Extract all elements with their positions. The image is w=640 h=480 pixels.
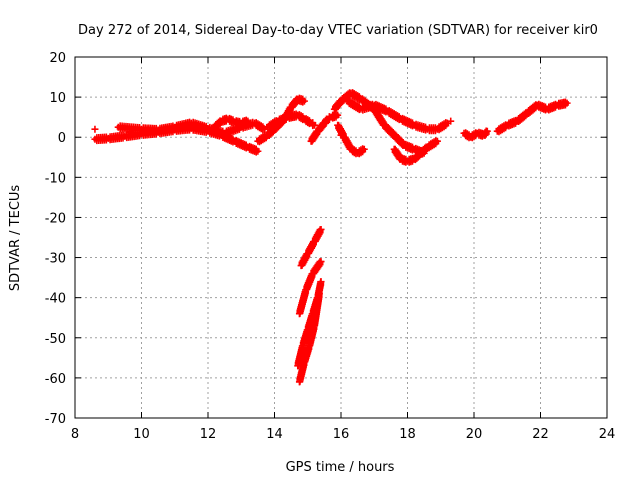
grid-layer <box>75 57 607 418</box>
series-rising-21-23 <box>493 98 571 136</box>
series-dip-16-17 <box>334 121 368 158</box>
series-arc-12-13 <box>211 114 252 131</box>
series-loop-upper-16-19 <box>344 97 451 135</box>
data-point <box>316 229 324 237</box>
x-axis-label: GPS time / hours <box>286 460 395 475</box>
x-tick-label: 20 <box>466 427 483 442</box>
outlier-point <box>91 125 99 133</box>
y-tick-label: -50 <box>45 332 66 347</box>
data-point <box>483 127 491 135</box>
x-tick-label: 12 <box>200 427 217 442</box>
y-tick-label: -60 <box>45 372 66 387</box>
data-point <box>360 145 368 153</box>
series-steep-b <box>295 258 325 318</box>
x-tick-label: 24 <box>599 427 616 442</box>
data-point <box>334 111 342 119</box>
series-arc-14-15.2 <box>264 110 318 132</box>
data-point <box>310 121 318 129</box>
x-tick-label: 18 <box>399 427 416 442</box>
y-tick-label: -10 <box>45 171 66 186</box>
x-tick-label: 22 <box>532 427 549 442</box>
series-arc-15-16 <box>307 110 342 145</box>
data-point <box>244 117 252 125</box>
x-tick-label: 8 <box>71 427 79 442</box>
data-point <box>563 99 571 107</box>
outlier-point <box>337 131 345 139</box>
y-tick-label: 20 <box>49 51 66 66</box>
data-layer <box>91 89 571 386</box>
data-point <box>300 97 308 105</box>
series-steep-d <box>294 278 325 370</box>
y-tick-label: -20 <box>45 211 66 226</box>
y-tick-label: 10 <box>49 91 66 106</box>
x-tick-label: 16 <box>333 427 350 442</box>
series-main-band-b <box>114 118 269 138</box>
series-loop-16-19 <box>330 89 428 158</box>
x-tick-label: 14 <box>266 427 283 442</box>
series-loop-lower-17-19 <box>390 137 441 166</box>
series-cluster-20 <box>460 127 491 142</box>
data-point <box>317 258 325 266</box>
data-point <box>317 225 325 233</box>
y-tick-label: -70 <box>45 412 66 427</box>
chart-title: Day 272 of 2014, Sidereal Day-to-day VTE… <box>78 23 598 38</box>
outlier-point <box>447 117 455 125</box>
x-tick-label: 10 <box>133 427 150 442</box>
data-point <box>317 278 325 286</box>
y-axis-label: SDTVAR / TECUs <box>8 185 23 292</box>
y-tick-label: -30 <box>45 252 66 267</box>
data-point <box>254 147 262 155</box>
y-tick-label: -40 <box>45 292 66 307</box>
tick-layer: 8 10 12 14 16 18 20 22 24 20 10 0 -10 -20 -30 -40 -50 -60… <box>45 51 616 442</box>
series-steep-a <box>297 225 325 270</box>
data-point <box>433 137 441 145</box>
y-tick-label: 0 <box>58 131 66 146</box>
